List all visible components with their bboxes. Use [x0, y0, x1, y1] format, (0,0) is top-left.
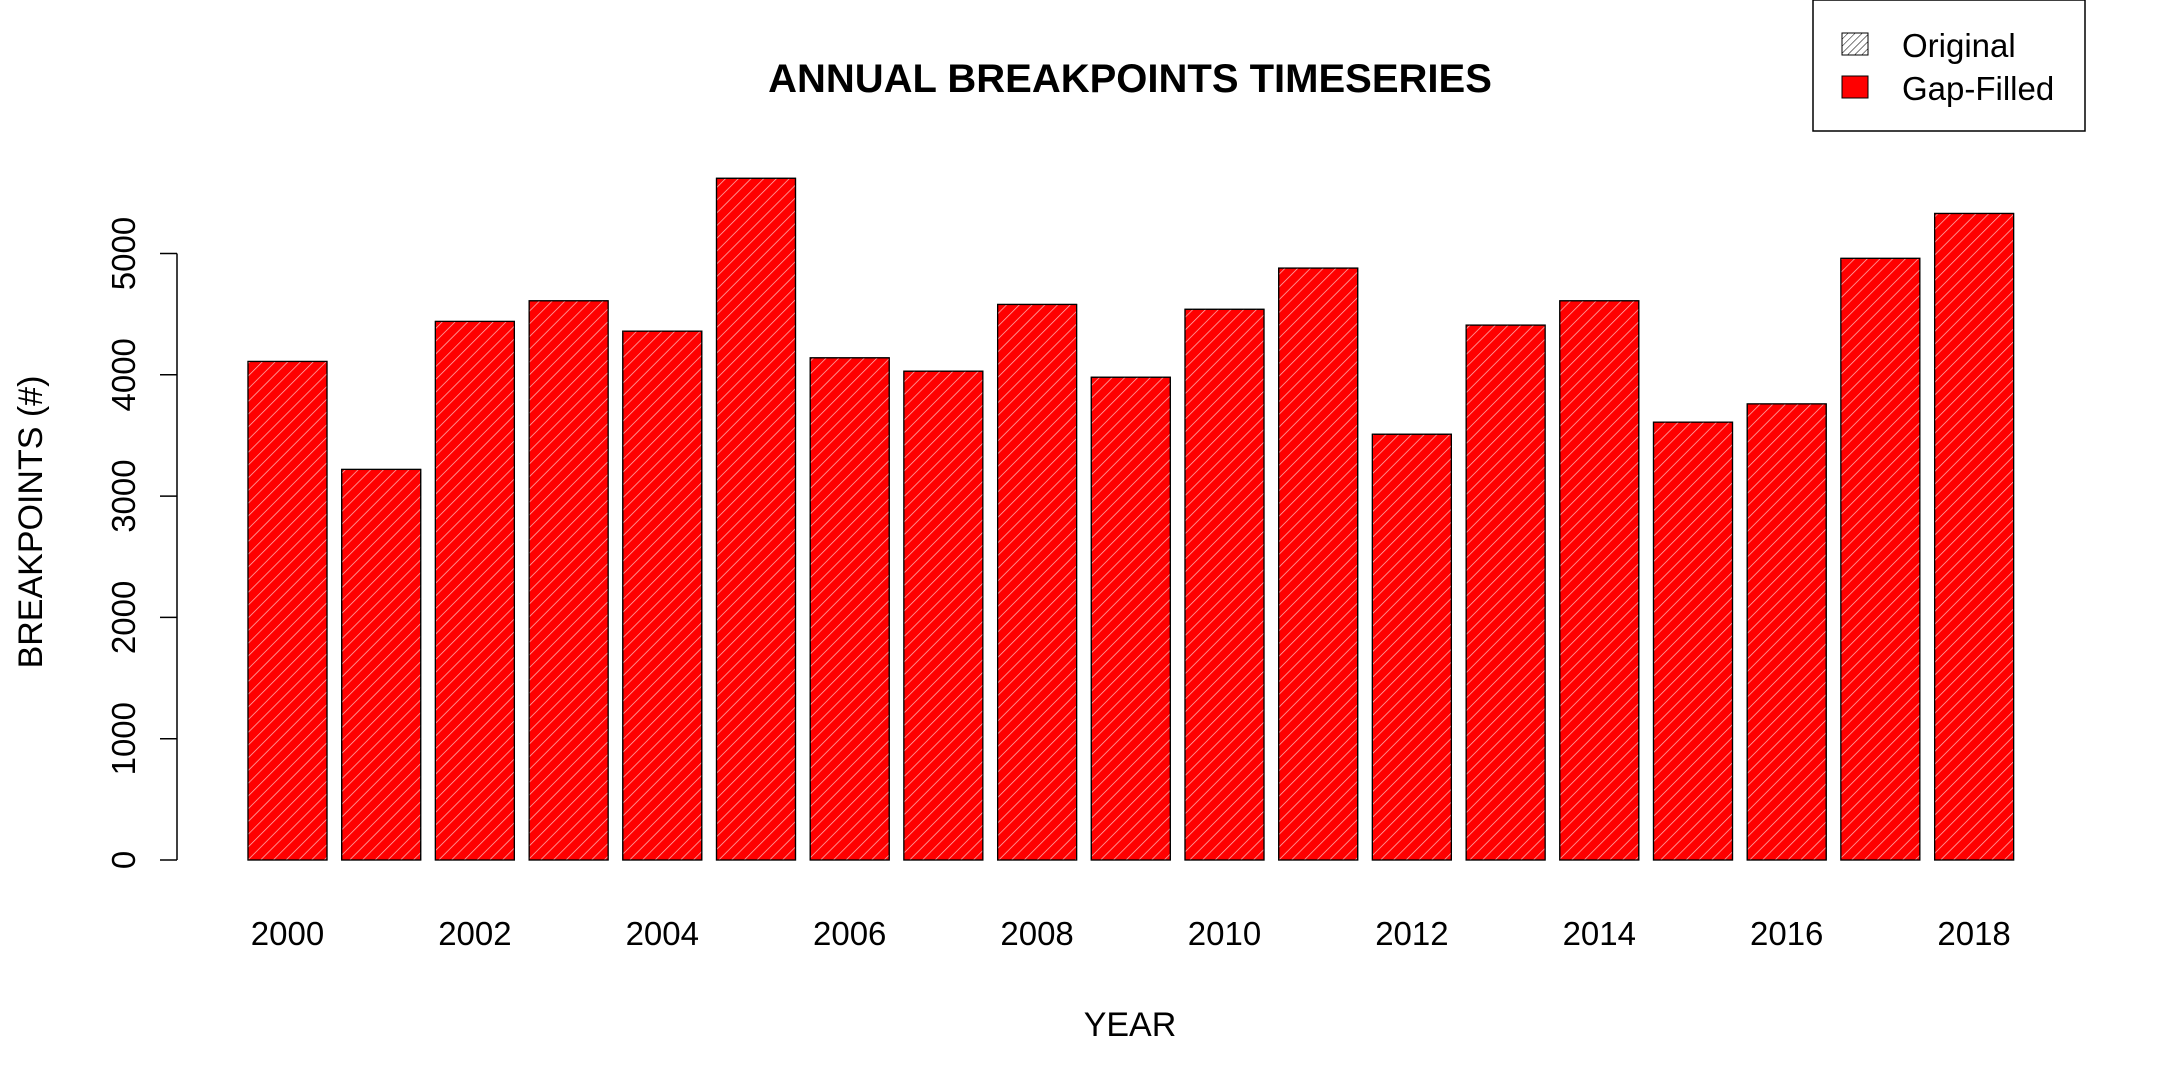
- bar-hatch-2003: [528, 300, 609, 861]
- y-axis: 0 1000 2000 3000 4000 5000: [105, 217, 178, 869]
- bar-hatch-2011: [1278, 267, 1359, 861]
- legend-label-gap-filled: Gap-Filled: [1902, 70, 2054, 107]
- bar-hatch-2012: [1371, 433, 1453, 861]
- x-axis-labels: 2000 2002 2004 2006 2008 2010 2012 2014 2016 2018: [251, 915, 2011, 952]
- bar-hatch-2002: [434, 320, 515, 861]
- bars: [247, 177, 2015, 861]
- legend: Original Gap-Filled: [1812, 0, 2086, 132]
- x-tick-label: 2008: [1000, 915, 1073, 952]
- legend-swatch-original: [1841, 32, 1869, 56]
- x-tick-label: 2010: [1188, 915, 1261, 952]
- bar-hatch-2008: [996, 303, 1078, 861]
- bar-hatch-2006: [809, 357, 890, 861]
- bar-hatch-2000: [247, 360, 328, 861]
- y-axis-title: BREAKPOINTS (#): [12, 376, 50, 669]
- legend-swatch-gap-filled: [1841, 75, 1869, 99]
- bar-hatch-2018: [1933, 212, 2015, 861]
- x-axis-title: YEAR: [1084, 1006, 1177, 1044]
- x-tick-label: 2002: [438, 915, 511, 952]
- bar-hatch-2017: [1840, 257, 1921, 861]
- x-tick-label: 2000: [251, 915, 324, 952]
- bar-hatch-2010: [1184, 308, 1265, 861]
- bar-hatch-2005: [715, 177, 797, 861]
- y-tick-label: 5000: [105, 217, 142, 290]
- bar-hatch-2013: [1465, 324, 1546, 861]
- bar-hatch-2016: [1746, 403, 1827, 861]
- bar-hatch-2015: [1652, 421, 1734, 861]
- bar-hatch-2014: [1559, 300, 1640, 861]
- legend-box: [1812, 0, 2086, 132]
- bar-hatch-2004: [622, 330, 703, 861]
- y-tick-label: 1000: [105, 702, 142, 775]
- bar-hatch-2009: [1090, 376, 1171, 861]
- chart-title: ANNUAL BREAKPOINTS TIMESERIES: [768, 57, 1492, 101]
- y-tick-label: 0: [105, 851, 142, 869]
- bar-hatch-2001: [341, 468, 422, 861]
- y-tick-label: 3000: [105, 459, 142, 532]
- bar-hatch-2007: [903, 370, 984, 861]
- x-tick-label: 2012: [1375, 915, 1448, 952]
- y-tick-label: 4000: [105, 338, 142, 411]
- x-tick-label: 2018: [1937, 915, 2010, 952]
- legend-label-original: Original: [1902, 27, 2016, 64]
- x-tick-label: 2016: [1750, 915, 1823, 952]
- x-tick-label: 2004: [626, 915, 699, 952]
- x-tick-label: 2006: [813, 915, 886, 952]
- x-tick-label: 2014: [1563, 915, 1636, 952]
- y-tick-label: 2000: [105, 581, 142, 654]
